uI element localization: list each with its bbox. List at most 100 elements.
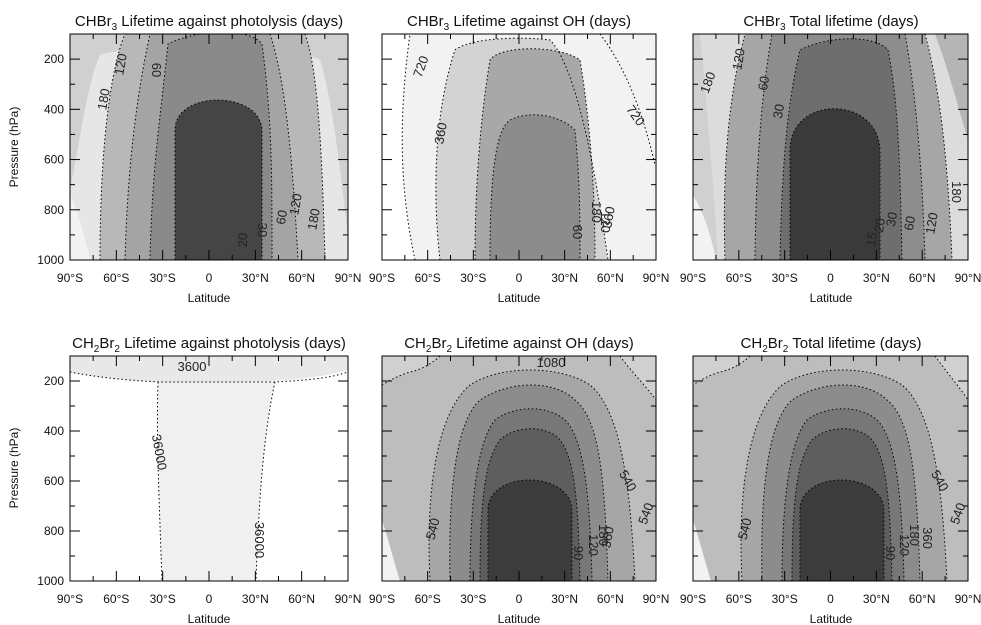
contour-label: 60	[273, 209, 290, 226]
contour-label: 120	[729, 47, 748, 71]
x-tick-label: 60°N	[288, 592, 315, 606]
x-tick-label: 30°N	[863, 271, 890, 285]
contour-label: 60	[149, 63, 164, 77]
contour-label: 120	[598, 211, 613, 233]
contour-label: 720	[410, 54, 432, 80]
x-tick-label: 90°N	[335, 592, 362, 606]
contour-label: 120	[897, 534, 912, 556]
panel-title: CH2Br2 Lifetime against OH (days)	[404, 335, 634, 355]
contour-label: 180	[697, 70, 719, 96]
contour-label: 30	[883, 211, 900, 228]
x-tick-label: 30°N	[242, 271, 269, 285]
x-axis-label: Latitude	[188, 291, 231, 305]
contour-label: 1080	[537, 355, 566, 370]
contour-label: 30	[255, 223, 270, 237]
contour-label: 180	[907, 524, 922, 546]
contour-label: 20	[871, 217, 888, 234]
panel-ch2br2-photolysis: CH2Br2 Lifetime against photolysis (days…	[7, 335, 361, 625]
contour-label: 120	[111, 52, 130, 76]
x-tick-label: 90°S	[369, 271, 395, 285]
x-tick-label: 0	[206, 271, 213, 285]
x-tick-label: 0	[206, 592, 213, 606]
panel-ch2br2-total: CH2Br2 Total lifetime (days) 540 540 540…	[680, 335, 981, 625]
x-tick-label: 60°S	[726, 592, 752, 606]
y-axis-label: Pressure (hPa)	[7, 107, 21, 188]
y-tick-label: 600	[44, 474, 64, 488]
contour-label: 60	[901, 215, 918, 232]
x-tick-label: 60°N	[909, 271, 936, 285]
panel-title: CHBr3 Lifetime against OH (days)	[407, 13, 631, 33]
x-tick-label: 30°N	[551, 592, 578, 606]
x-tick-label: 90°S	[369, 592, 395, 606]
x-tick-label: 90°N	[955, 592, 981, 606]
contour-label: 120	[586, 534, 601, 556]
contour-label: 120	[286, 192, 305, 216]
y-tick-label: 400	[44, 424, 64, 438]
contour-label: 36000	[149, 433, 170, 471]
contour-label: 180	[94, 87, 113, 111]
contour-label: 30	[770, 103, 787, 120]
panel-chbr3-photolysis: CHBr3 Lifetime against photolysis (days)…	[7, 13, 361, 305]
y-tick-label: 400	[44, 102, 64, 116]
contour-label: 360	[598, 525, 617, 549]
x-tick-label: 30°S	[460, 271, 486, 285]
x-axis-label: Latitude	[810, 291, 853, 305]
contour-label: 60	[755, 75, 772, 92]
contour-label: 60	[570, 225, 585, 239]
contour-label: 180	[949, 181, 964, 203]
x-axis-label: Latitude	[498, 291, 541, 305]
contour-label: 180	[589, 201, 604, 223]
contour-label: 540	[735, 516, 755, 541]
x-axis-label: Latitude	[498, 612, 541, 625]
contour-label: 540	[947, 501, 969, 527]
x-axis-label: Latitude	[188, 612, 231, 625]
contour-label: 90	[883, 546, 898, 560]
contour-label: 90	[571, 546, 586, 560]
x-tick-label: 90°S	[680, 592, 706, 606]
y-tick-label: 600	[44, 153, 64, 167]
x-tick-label: 30°S	[460, 592, 486, 606]
x-tick-label: 30°N	[863, 592, 890, 606]
contour-label: 360	[599, 205, 618, 229]
x-tick-label: 30°S	[150, 592, 176, 606]
y-tick-label: 800	[44, 524, 64, 538]
x-axis-label: Latitude	[810, 612, 853, 625]
x-tick-label: 90°S	[680, 271, 706, 285]
x-tick-label: 0	[827, 271, 834, 285]
x-tick-label: 30°N	[242, 592, 269, 606]
y-tick-label: 800	[44, 203, 64, 217]
x-tick-label: 90°N	[643, 271, 670, 285]
x-tick-label: 60°S	[415, 271, 441, 285]
contour-label: 540	[635, 501, 657, 527]
contour-label: 180	[596, 524, 611, 546]
panel-title: CHBr3 Lifetime against photolysis (days)	[75, 13, 343, 33]
x-tick-label: 60°S	[103, 271, 129, 285]
x-tick-label: 90°S	[57, 271, 83, 285]
x-tick-label: 90°N	[955, 271, 981, 285]
y-tick-label: 1000	[37, 574, 64, 588]
contour-label: 360	[431, 121, 450, 145]
x-tick-label: 60°N	[909, 592, 936, 606]
contour-label: 540	[423, 516, 443, 541]
panel-chbr3-oh: CHBr3 Lifetime against OH (days) 720 360…	[369, 13, 669, 305]
y-tick-label: 1000	[37, 253, 64, 267]
x-tick-label: 30°S	[772, 592, 798, 606]
x-tick-label: 30°N	[551, 271, 578, 285]
panel-ch2br2-oh: CH2Br2 Lifetime against OH (days) 1080 5…	[369, 335, 669, 625]
contour-label: 180	[304, 207, 323, 231]
contour-label: 36000	[252, 522, 267, 558]
x-tick-label: 60°N	[597, 271, 624, 285]
x-tick-label: 60°N	[288, 271, 315, 285]
x-tick-label: 90°S	[57, 592, 83, 606]
y-axis-label: Pressure (hPa)	[7, 428, 21, 509]
panel-title: CH2Br2 Lifetime against photolysis (days…	[72, 335, 346, 355]
x-tick-label: 60°S	[103, 592, 129, 606]
x-tick-label: 0	[516, 271, 523, 285]
x-tick-label: 30°S	[772, 271, 798, 285]
x-tick-label: 90°N	[335, 271, 362, 285]
x-tick-label: 30°S	[150, 271, 176, 285]
panel-title: CHBr3 Total lifetime (days)	[743, 13, 918, 33]
contour-label: 120	[922, 211, 941, 235]
contour-label: 15	[863, 231, 880, 248]
y-tick-label: 200	[44, 52, 64, 66]
